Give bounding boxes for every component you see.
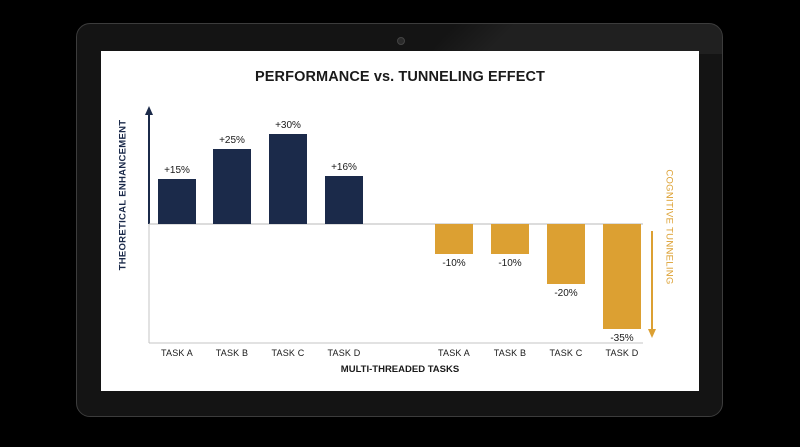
screen-glare <box>429 24 722 54</box>
bar <box>158 179 196 224</box>
bar <box>435 224 473 254</box>
bar-value-label: -10% <box>498 258 521 269</box>
chart-plot: +15% TASK A +25% TASK B +30% TASK C +16% TASK D… <box>145 106 656 358</box>
bar <box>491 224 529 254</box>
bar-value-label: -20% <box>554 288 577 299</box>
bar-value-label: +15% <box>164 165 190 176</box>
x-tick-label: TASK D <box>327 348 360 358</box>
chart-screen: PERFORMANCE vs. TUNNELING EFFECT +15% TAS… <box>101 51 699 391</box>
x-tick-label: TASK C <box>271 348 304 358</box>
bar-value-label: -35% <box>610 333 633 344</box>
y-axis-label-right: COGNITIVE TUNNELING <box>663 169 675 285</box>
x-tick-label: TASK A <box>161 348 193 358</box>
x-axis-label: MULTI-THREADED TASKS <box>340 364 460 375</box>
bar <box>213 149 251 224</box>
bar <box>269 134 307 224</box>
x-tick-label: TASK B <box>494 348 527 358</box>
bar <box>547 224 585 284</box>
bar-value-label: +30% <box>275 120 301 131</box>
x-tick-label: TASK D <box>605 348 638 358</box>
camera-icon <box>397 37 405 45</box>
bar <box>325 176 363 224</box>
down-arrow-icon <box>648 329 656 338</box>
bar-value-label: +16% <box>331 162 357 173</box>
bar-value-label: -10% <box>442 258 465 269</box>
bar <box>603 224 641 329</box>
up-arrow-icon <box>145 106 153 115</box>
chart-title: PERFORMANCE vs. TUNNELING EFFECT <box>255 69 545 85</box>
y-axis-label-left: THEORETICAL ENHANCEMENT <box>117 119 129 271</box>
x-tick-label: TASK B <box>216 348 249 358</box>
x-tick-label: TASK C <box>549 348 582 358</box>
x-tick-label: TASK A <box>438 348 470 358</box>
bar-value-label: +25% <box>219 135 245 146</box>
